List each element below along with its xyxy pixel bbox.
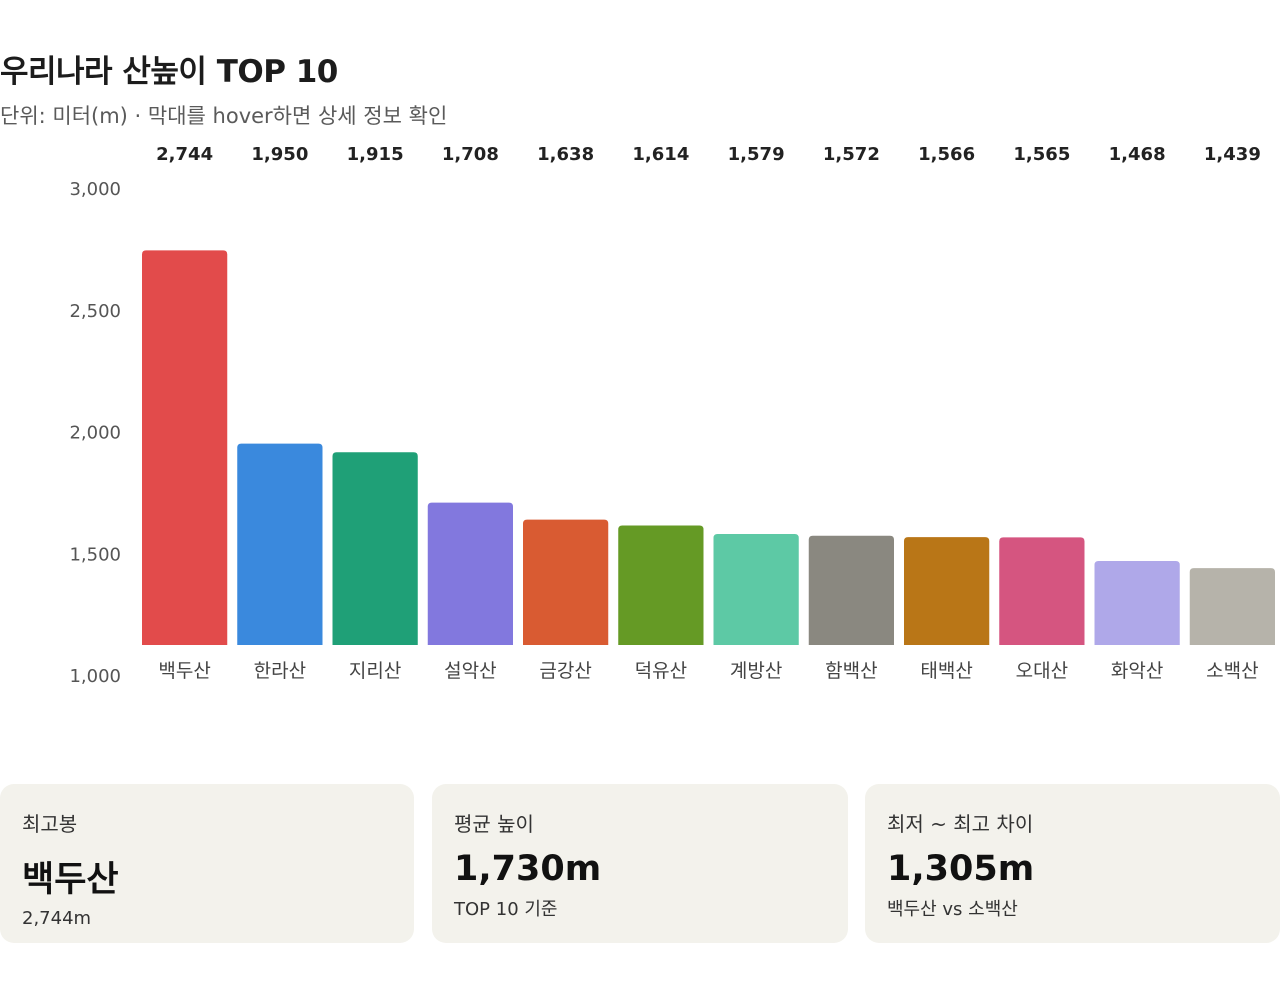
x-tick-label: 덕유산: [635, 660, 687, 682]
x-tick-label: 태백산: [920, 660, 972, 682]
card-average-value: 1,730m: [454, 849, 602, 889]
bar[interactable]: [904, 537, 990, 645]
y-tick-label: 1,500: [69, 544, 121, 565]
card-height-range: 최저 ~ 최고 차이 1,305m 백두산 vs 소백산: [865, 784, 1280, 943]
x-tick-label: 백두산: [158, 660, 210, 682]
x-tick-label: 지리산: [349, 660, 401, 682]
x-tick-label: 오대산: [1016, 660, 1068, 682]
card-average-sub: TOP 10 기준: [454, 899, 558, 920]
bar[interactable]: [618, 525, 704, 645]
card-average-height: 평균 높이 1,730m TOP 10 기준: [432, 784, 848, 943]
x-tick-label: 소백산: [1206, 660, 1258, 682]
card-highest-label: 최고봉: [22, 812, 78, 836]
bar[interactable]: [1094, 561, 1180, 645]
x-tick-label: 설악산: [444, 660, 496, 682]
bar-value-label: 1,915: [347, 144, 404, 165]
bar-value-label: 1,638: [537, 144, 594, 165]
x-tick-label: 금강산: [539, 660, 591, 682]
card-range-value: 1,305m: [887, 849, 1035, 889]
bar-value-label: 1,565: [1013, 144, 1070, 165]
x-tick-label: 계방산: [730, 660, 782, 682]
bar-value-label: 1,708: [442, 144, 499, 165]
bar[interactable]: [427, 502, 513, 645]
x-tick-label: 한라산: [254, 660, 306, 682]
card-range-label: 최저 ~ 최고 차이: [887, 812, 1034, 836]
bar-value-label: 2,744: [156, 144, 213, 165]
bar-chart: 1,000 1,500 2,000 2,500 3,000 2,744 백두산 1,950 한라…: [69, 144, 1275, 687]
card-highest-peak: 최고봉 백두산 2,744m: [0, 784, 414, 943]
bar[interactable]: [999, 537, 1085, 645]
x-tick-label: 함백산: [825, 660, 877, 682]
bar-value-label: 1,614: [632, 144, 689, 165]
card-highest-value: 백두산: [22, 860, 119, 900]
bar[interactable]: [332, 452, 418, 645]
bar-value-label: 1,950: [251, 144, 308, 165]
bar-value-label: 1,468: [1109, 144, 1166, 165]
bar[interactable]: [713, 534, 799, 645]
card-range-sub: 백두산 vs 소백산: [887, 899, 1018, 920]
x-tick-label: 화악산: [1111, 660, 1163, 682]
bar-value-label: 1,579: [728, 144, 785, 165]
card-highest-sub: 2,744m: [22, 908, 92, 929]
card-average-label: 평균 높이: [454, 812, 534, 836]
bar[interactable]: [237, 443, 323, 645]
chart-subtitle: 단위: 미터(m) · 막대를 hover하면 상세 정보 확인: [0, 104, 448, 128]
bar[interactable]: [1189, 568, 1275, 645]
bar-value-label: 1,566: [918, 144, 975, 165]
y-tick-label: 1,000: [69, 666, 121, 687]
bar[interactable]: [808, 535, 894, 645]
bar[interactable]: [142, 250, 228, 645]
bar-value-label: 1,439: [1204, 144, 1261, 165]
bar-value-label: 1,572: [823, 144, 880, 165]
y-tick-label: 3,000: [69, 179, 121, 200]
chart-title: 우리나라 산높이 TOP 10: [0, 54, 338, 90]
bar[interactable]: [523, 519, 609, 645]
y-tick-label: 2,500: [69, 301, 121, 322]
y-tick-label: 2,000: [69, 423, 121, 444]
